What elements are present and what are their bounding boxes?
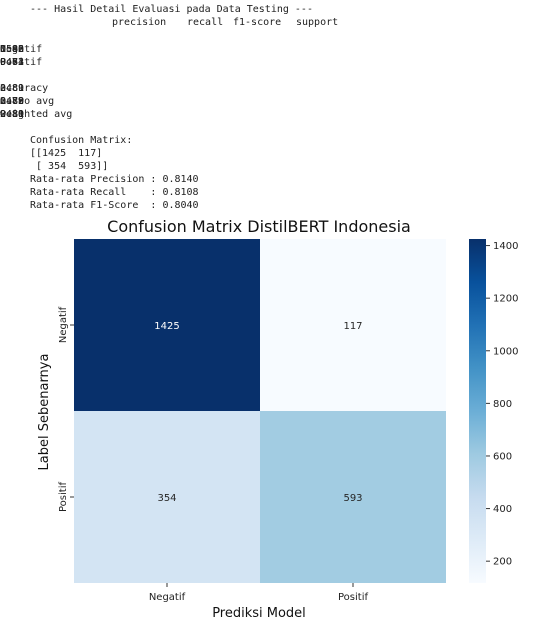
confusion-matrix-title: Confusion Matrix: — [30, 135, 133, 146]
cell-recall: 0.81 — [0, 109, 25, 120]
row-label-accuracy: accuracy — [0, 83, 49, 94]
cell-f1: 0.80 — [0, 109, 25, 120]
cell-value-label: 593 — [343, 493, 362, 504]
heatmap-cell — [260, 239, 446, 411]
x-axis: Negatif Positif — [149, 583, 368, 603]
cell-value-label: 117 — [343, 321, 362, 332]
cell-value-label: 1425 — [154, 321, 179, 332]
cell-support: 2489 — [0, 83, 25, 94]
colorbar-tick-label: 400 — [493, 504, 512, 515]
cell-support: 2489 — [0, 109, 25, 120]
cell-precision: 0.81 — [0, 109, 25, 120]
cell-f1: 0.86 — [0, 44, 25, 55]
colorbar-tick-label: 200 — [493, 557, 512, 568]
colorbar — [469, 239, 486, 583]
cell-recall: 0.78 — [0, 96, 25, 107]
colorbar-tick-label: 1400 — [493, 241, 518, 252]
col-header-support: support — [296, 17, 339, 28]
confusion-matrix-line: [[1425 117] — [30, 148, 103, 159]
cell-recall: 0.92 — [0, 44, 25, 55]
cell-precision: 0.82 — [0, 96, 25, 107]
colorbar-tick-label: 1000 — [493, 346, 518, 357]
cell-f1: 0.72 — [0, 57, 25, 68]
heatmap-cells: 1425 117 354 593 — [74, 239, 446, 583]
chart-title: Confusion Matrix DistilBERT Indonesia — [107, 217, 411, 236]
avg-precision-line: Rata-rata Precision : 0.8140 — [30, 174, 199, 185]
y-tick-label: Positif — [58, 482, 69, 512]
colorbar-tick-label: 600 — [493, 451, 512, 462]
cell-value-label: 354 — [157, 493, 176, 504]
cell-precision: 0.84 — [0, 57, 25, 68]
x-tick-label: Negatif — [149, 592, 186, 603]
cell-precision: 0.80 — [0, 44, 25, 55]
cell-f1: 0.81 — [0, 83, 25, 94]
colorbar-ticks: 200 400 600 800 1000 1200 1400 — [486, 241, 518, 568]
x-tick-label: Positif — [338, 592, 368, 603]
colorbar-tick-label: 1200 — [493, 294, 518, 305]
col-header-precision: precision — [112, 17, 167, 28]
row-label-positif: Positif — [0, 57, 43, 68]
colorbar-tick-label: 800 — [493, 399, 512, 410]
avg-recall-line: Rata-rata Recall : 0.8108 — [30, 187, 199, 198]
cell-f1: 0.79 — [0, 96, 25, 107]
confusion-matrix-line: [ 354 593]] — [30, 161, 109, 172]
cell-recall: 0.63 — [0, 57, 25, 68]
y-axis-label: Label Sebenarnya — [37, 354, 52, 471]
heatmap-cell — [74, 239, 260, 411]
avg-f1-line: Rata-rata F1-Score : 0.8040 — [30, 200, 199, 211]
cell-support: 1542 — [0, 44, 25, 55]
cell-support: 2489 — [0, 96, 25, 107]
col-header-f1: f1-score — [233, 17, 282, 28]
cell-support: 947 — [0, 57, 19, 68]
row-label-negatif: Negatif — [0, 44, 43, 55]
heatmap-cell — [74, 411, 260, 583]
confusion-matrix-heatmap: Confusion Matrix DistilBERT Indonesia 14… — [37, 217, 518, 619]
row-label-macro-avg: macro avg — [0, 96, 55, 107]
report-header: --- Hasil Detail Evaluasi pada Data Test… — [30, 4, 313, 15]
heatmap-cell — [260, 411, 446, 583]
row-label-weighted-avg: weighted avg — [0, 109, 73, 120]
x-axis-label: Prediksi Model — [212, 606, 306, 619]
col-header-recall: recall — [187, 17, 224, 28]
y-tick-label: Negatif — [58, 306, 69, 343]
y-axis: Negatif Positif — [58, 306, 74, 512]
